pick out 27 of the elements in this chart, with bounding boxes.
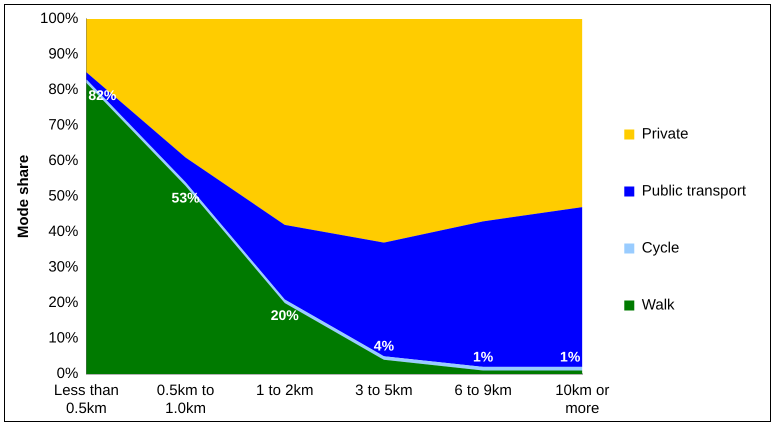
y-tick-label: 80%: [48, 81, 78, 98]
y-tick-label: 10%: [48, 330, 78, 347]
y-axis-title: Mode share: [15, 154, 32, 238]
y-tick-label: 100%: [40, 10, 78, 28]
legend-label: Walk: [642, 296, 676, 314]
x-tick-label: 0.5km to 1.0km: [156, 382, 214, 418]
legend-label: Private: [642, 126, 688, 143]
y-tick-label: 0%: [56, 365, 78, 382]
legend-label: Public transport: [642, 182, 747, 200]
y-tick-label: 30%: [48, 258, 78, 276]
y-tick-label: 40%: [48, 223, 78, 240]
x-tick-label: 10km or more: [555, 382, 610, 418]
data-label: 82%: [88, 86, 117, 103]
x-tick-label: 6 to 9km: [454, 382, 512, 400]
y-tick-label: 50%: [48, 188, 78, 205]
data-label: 4%: [374, 338, 395, 354]
y-tick-label: 70%: [48, 116, 78, 134]
y-tick-label: 90%: [48, 46, 78, 63]
x-tick-label: 1 to 2km: [256, 382, 314, 400]
data-label: 1%: [560, 348, 581, 364]
x-tick-label: 3 to 5km: [355, 382, 413, 400]
legend-label: Cycle: [642, 240, 680, 257]
x-tick-label: Less than 0.5km: [54, 382, 119, 418]
data-label: 20%: [270, 306, 300, 323]
y-tick-label: 60%: [48, 152, 78, 170]
y-tick-label: 20%: [48, 294, 78, 312]
data-label: 1%: [472, 348, 494, 364]
